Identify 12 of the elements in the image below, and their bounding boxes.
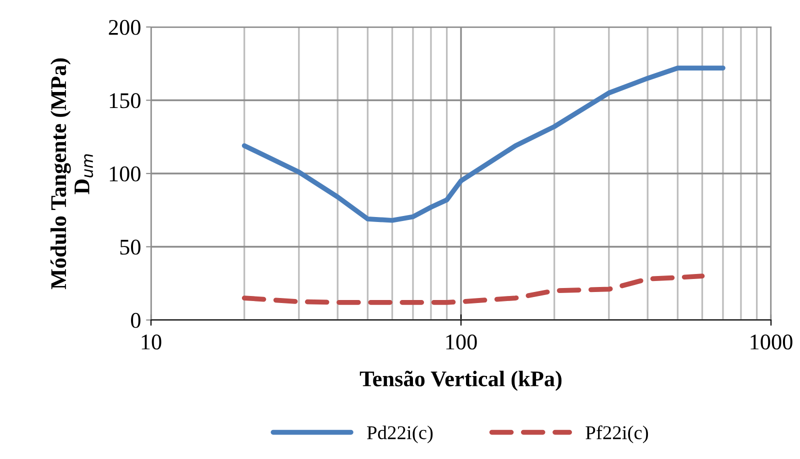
x-tick-label: 10 [142, 334, 162, 350]
y-axis-title: Módulo Tangente (MPa) D$_{um}$ [50, 58, 94, 290]
x-tick-label: 100 [446, 334, 477, 350]
x-tick-label: 1000 [750, 334, 792, 350]
legend-label: Pf22i(c) [586, 425, 648, 444]
legend-label: Pd22i(c) [367, 426, 433, 444]
y-tick-label: 200 [108, 20, 140, 35]
y-tick-label: 0 [131, 312, 140, 328]
y-tick-label: 100 [110, 166, 140, 182]
y-tick-label: 50 [120, 240, 140, 255]
y-tick-label: 150 [110, 93, 140, 108]
x-axis-title: Tensão Vertical (kPa) [360, 370, 562, 391]
